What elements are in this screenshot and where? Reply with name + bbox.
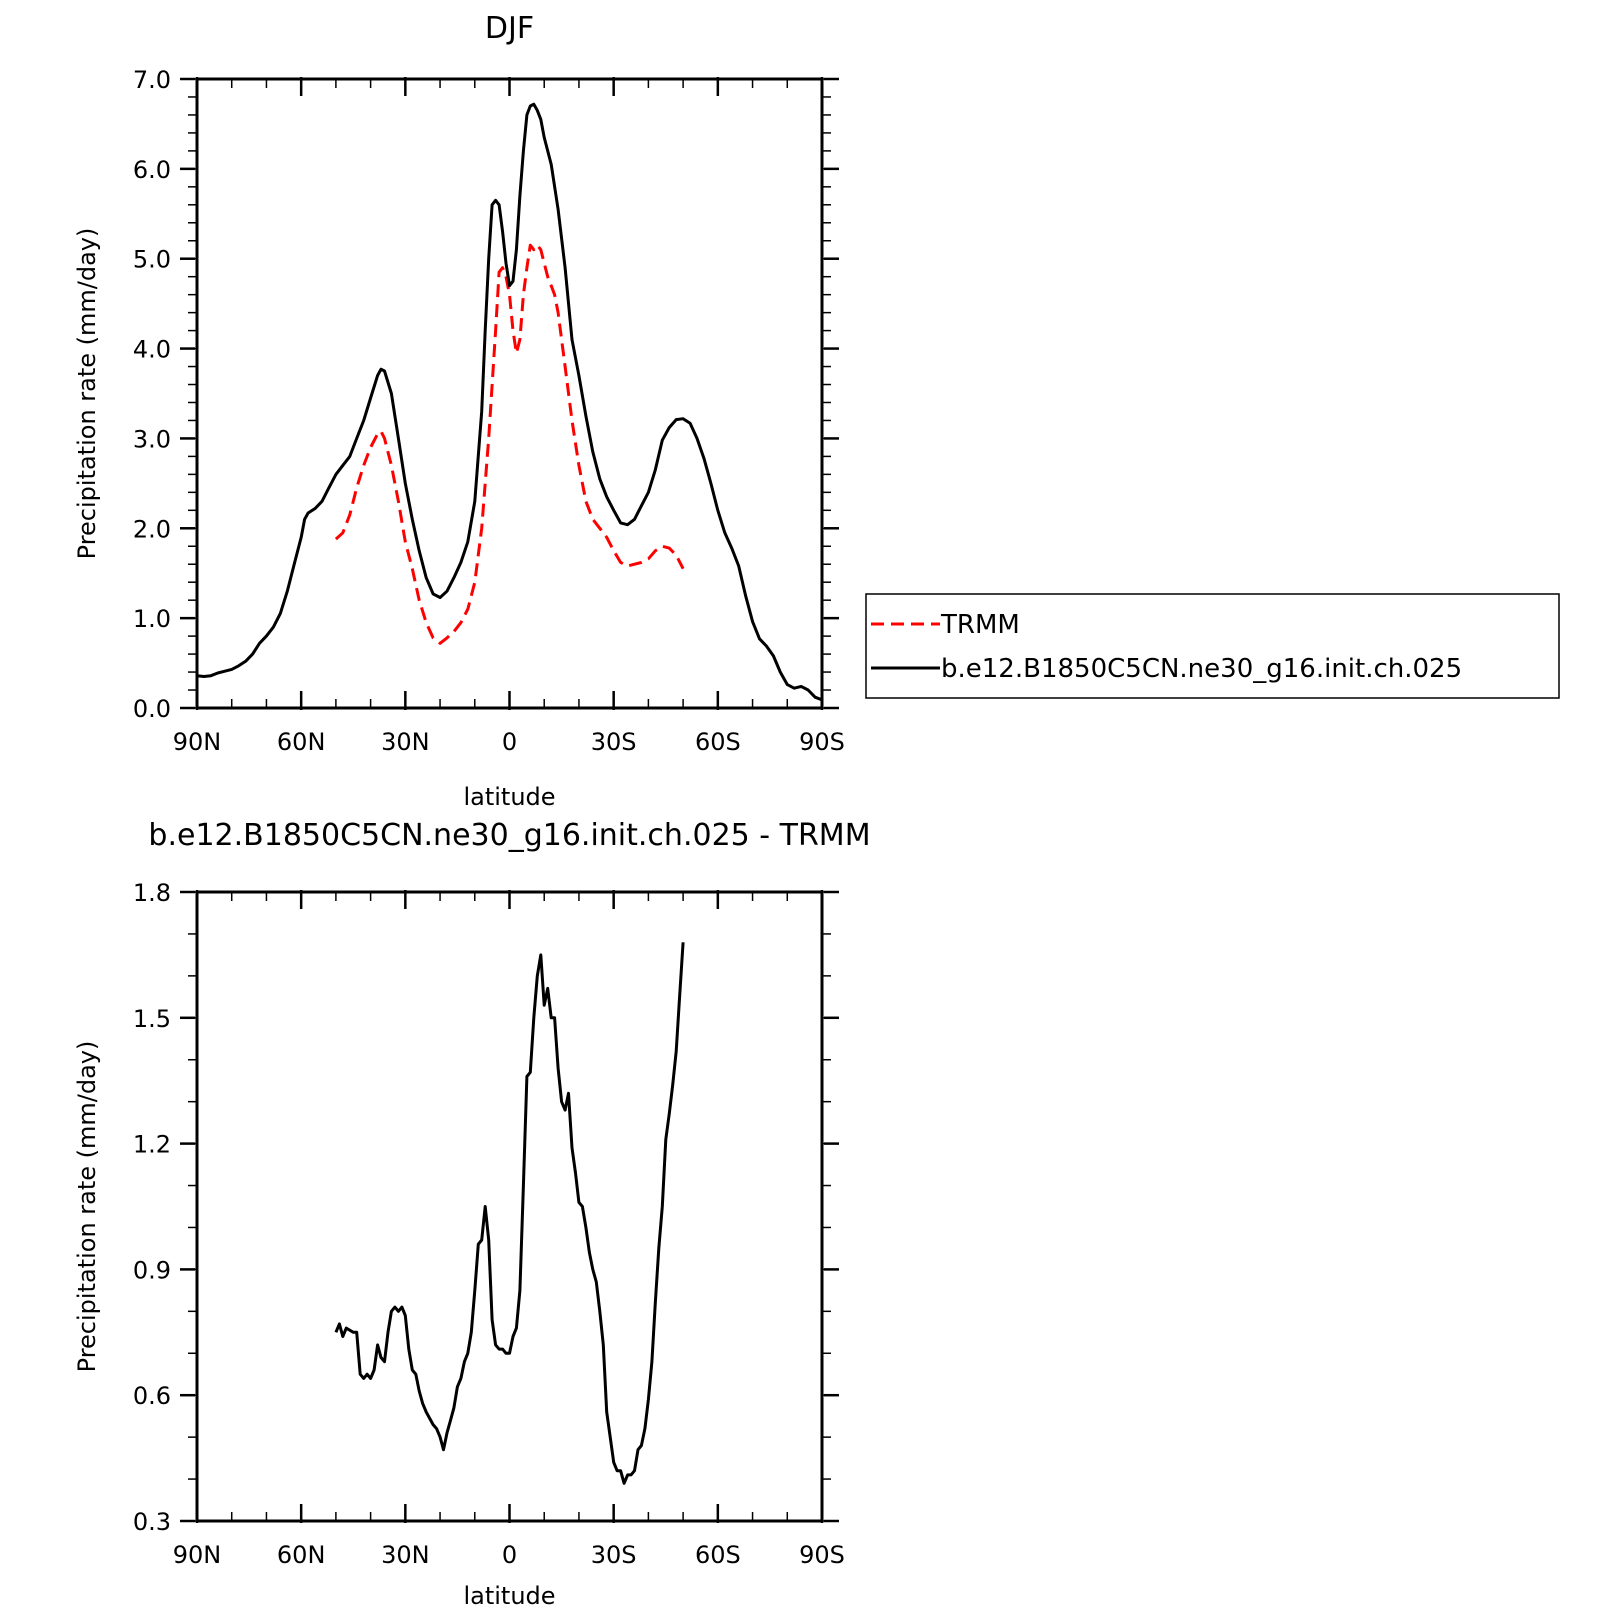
y-axis-title: Precipitation rate (mm/day): [73, 228, 101, 560]
x-tick-label: 30S: [591, 1541, 637, 1569]
y-tick-label: 0.3: [133, 1508, 171, 1536]
y-tick-label: 1.2: [133, 1131, 171, 1159]
x-tick-label: 60S: [695, 1541, 741, 1569]
panel-bottom: b.e12.B1850C5CN.ne30_g16.init.ch.025 - T…: [73, 818, 871, 1610]
x-tick-label: 0: [502, 1541, 517, 1569]
x-tick-label: 60N: [277, 728, 326, 756]
chart-title: b.e12.B1850C5CN.ne30_g16.init.ch.025 - T…: [148, 818, 870, 853]
y-tick-label: 3.0: [133, 425, 171, 453]
x-tick-label: 90S: [799, 728, 845, 756]
series-line-0: [334, 942, 685, 1485]
series-line-1: [196, 102, 823, 702]
y-tick-label: 2.0: [133, 515, 171, 543]
x-tick-label: 60N: [277, 1541, 326, 1569]
x-tick-label: 0: [502, 728, 517, 756]
y-axis-title: Precipitation rate (mm/day): [73, 1041, 101, 1373]
x-axis-title: latitude: [463, 1582, 555, 1610]
x-tick-label: 30S: [591, 728, 637, 756]
y-tick-label: 1.8: [133, 879, 171, 907]
y-tick-label: 0.9: [133, 1256, 171, 1284]
legend-label-1: b.e12.B1850C5CN.ne30_g16.init.ch.025: [941, 654, 1462, 684]
series-line-0: [334, 243, 685, 645]
plot-frame: [195, 890, 824, 1523]
legend-box: [865, 593, 1560, 699]
y-tick-label: 6.0: [133, 156, 171, 184]
x-axis-title: latitude: [463, 783, 555, 811]
y-tick-label: 4.0: [133, 336, 171, 364]
x-tick-label: 90N: [173, 728, 222, 756]
x-tick-label: 60S: [695, 728, 741, 756]
y-tick-label: 0.0: [133, 695, 171, 723]
y-tick-label: 7.0: [133, 66, 171, 94]
y-tick-label: 0.6: [133, 1382, 171, 1410]
legend: TRMM b.e12.B1850C5CN.ne30_g16.init.ch.025: [865, 593, 1560, 699]
panel-top: DJF 90N 60N 30N 0 30S 60S 90S 0.0 1.0 2.0 3.0 4.0 5.0…: [73, 11, 1560, 811]
y-tick-label: 5.0: [133, 246, 171, 274]
x-tick-label: 30N: [381, 728, 430, 756]
x-tick-label: 90N: [173, 1541, 222, 1569]
y-tick-label: 1.0: [133, 605, 171, 633]
x-tick-label: 90S: [799, 1541, 845, 1569]
y-tick-label: 1.5: [133, 1005, 171, 1033]
legend-label-0: TRMM: [940, 610, 1020, 640]
plot-frame: [195, 77, 824, 710]
chart-title: DJF: [485, 11, 534, 46]
x-tick-label: 30N: [381, 1541, 430, 1569]
